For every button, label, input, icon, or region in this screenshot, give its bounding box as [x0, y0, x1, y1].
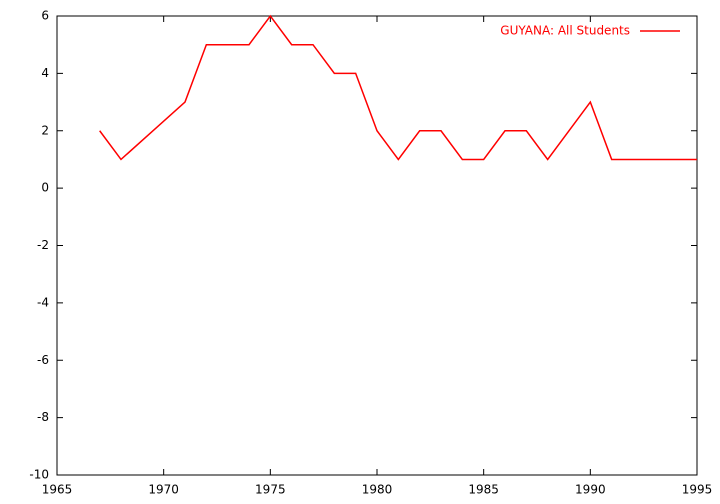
x-tick-label: 1975 — [255, 483, 286, 497]
x-tick-label: 1970 — [148, 483, 179, 497]
legend-label: GUYANA: All Students — [500, 24, 630, 38]
plot-frame — [56, 15, 698, 476]
x-tick-label: 1985 — [468, 483, 499, 497]
y-tick-label: 0 — [41, 181, 49, 195]
x-tick-label: 1965 — [42, 483, 73, 497]
y-tick-label: 2 — [41, 123, 49, 137]
data-line — [99, 14, 697, 161]
x-tick-label: 1995 — [682, 483, 713, 497]
x-tick-label: 1980 — [362, 483, 393, 497]
y-tick-label: -10 — [29, 468, 49, 482]
y-tick-label: -8 — [37, 410, 49, 424]
y-tick-label: 4 — [41, 66, 49, 80]
y-tick-label: -2 — [37, 238, 49, 252]
x-tick-label: 1990 — [575, 483, 606, 497]
y-tick-label: -6 — [37, 353, 49, 367]
y-tick-label: 6 — [41, 9, 49, 23]
y-tick-label: -4 — [37, 295, 49, 309]
